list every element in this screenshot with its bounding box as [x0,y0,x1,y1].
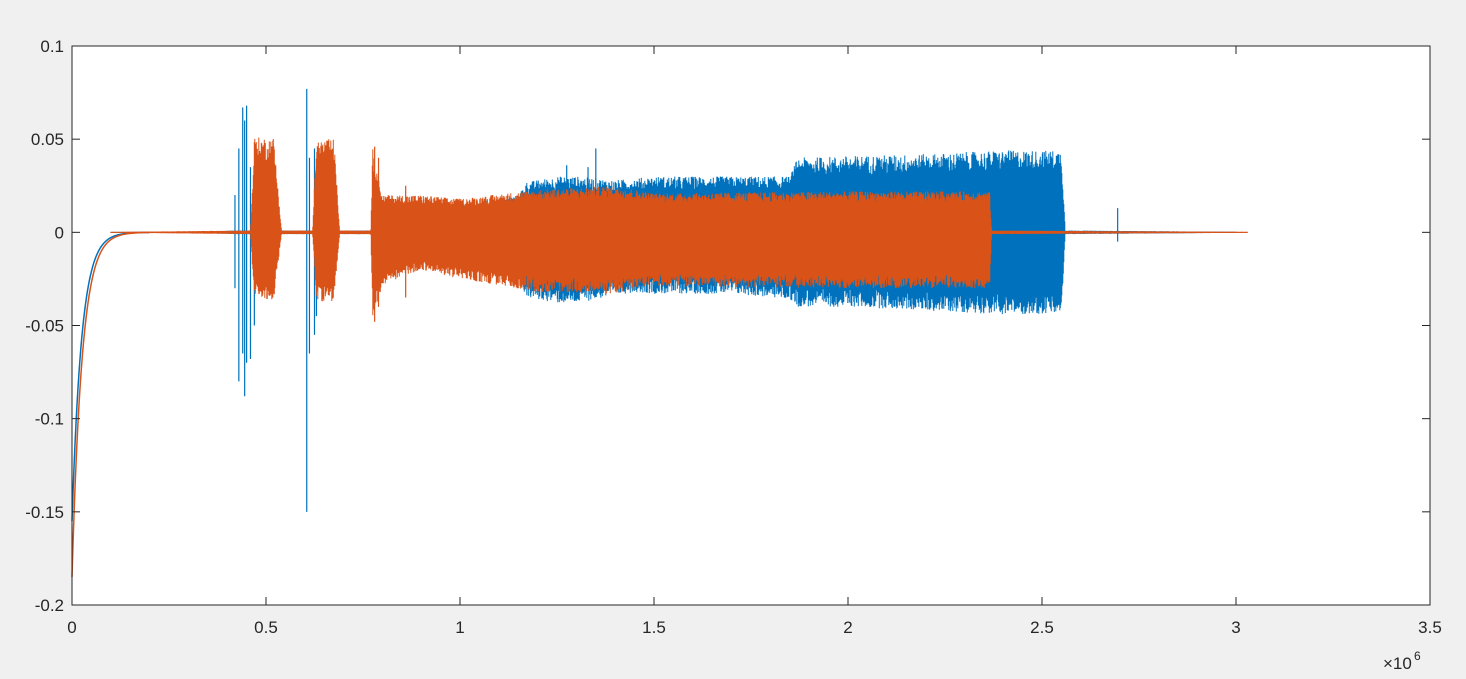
x-exponent-base: ×10 [1383,654,1412,673]
x-tick-label: 0.5 [254,618,278,637]
ticks-layer [71,45,1431,606]
x-exponent-power: 6 [1414,649,1421,663]
x-tick-label: 3.5 [1418,618,1442,637]
y-tick-label: 0.05 [31,130,64,149]
x-tick-label: 0 [67,618,76,637]
x-tick-label: 3 [1231,618,1240,637]
x-tick-label: 1.5 [642,618,666,637]
x-tick-label: 2 [843,618,852,637]
y-tick-label: -0.05 [25,317,64,336]
y-tick-label: -0.15 [25,503,64,522]
x-tick-label: 1 [455,618,464,637]
y-tick-label: -0.2 [35,596,64,615]
x-tick-label: 2.5 [1030,618,1054,637]
series-layer [71,88,1248,578]
y-tick-label: -0.1 [35,410,64,429]
series-2 [71,137,1248,578]
labels-layer: 0 0.5 1 1.5 2 2.5 3 3.5 -0.2 -0.15 -0.1 -0.05 0 0.05 0… [25,37,1442,637]
x-exponent-label: ×10 6 [1383,649,1421,673]
y-tick-label: 0 [55,223,64,242]
axes-background [72,46,1430,605]
y-tick-label: 0.1 [40,37,64,56]
